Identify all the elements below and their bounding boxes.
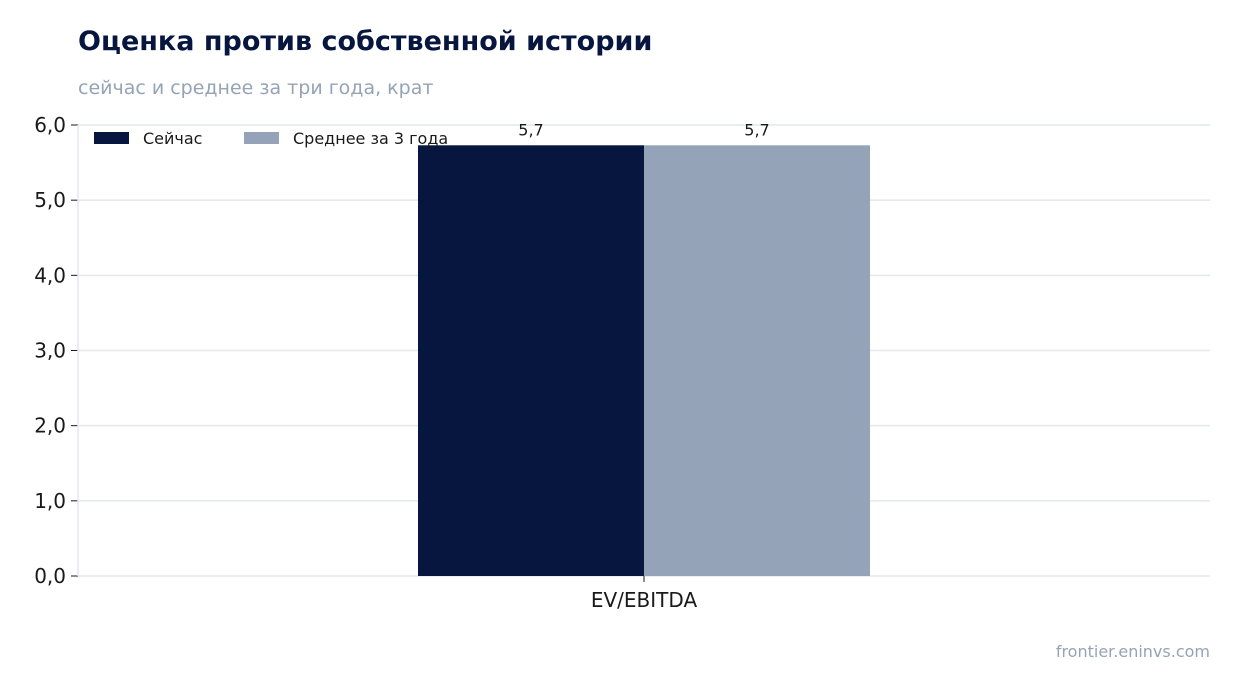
bar-value-label: 5,7 [518,120,543,139]
y-tick-label: 1,0 [34,489,66,513]
bar-value-label: 5,7 [744,120,769,139]
y-tick-label: 0,0 [34,564,66,588]
y-tick-label: 4,0 [34,263,66,287]
axes: 0,0 1,0 2,0 3,0 4,0 5,0 6,0 EV/EBITDA [34,113,697,612]
source-credit: frontier.eninvs.com [1055,642,1210,661]
legend-label: Среднее за 3 года [293,129,448,148]
chart-subtitle: сейчас и среднее за три года, крат [78,77,434,99]
y-tick-label: 3,0 [34,339,66,363]
legend-swatch [244,132,279,144]
y-tick-label: 6,0 [34,113,66,137]
legend-swatch [94,132,129,144]
bar-now [418,145,644,577]
chart-title: Оценка против собственной истории [78,26,653,57]
data-labels: 5,7 5,7 [518,120,769,139]
legend: Сейчас Среднее за 3 года [94,129,448,148]
legend-label: Сейчас [143,129,202,148]
bars [418,145,870,577]
y-tick-label: 2,0 [34,414,66,438]
y-tick-label: 5,0 [34,188,66,212]
bar-avg [644,145,870,577]
x-tick-label: EV/EBITDA [591,588,698,612]
